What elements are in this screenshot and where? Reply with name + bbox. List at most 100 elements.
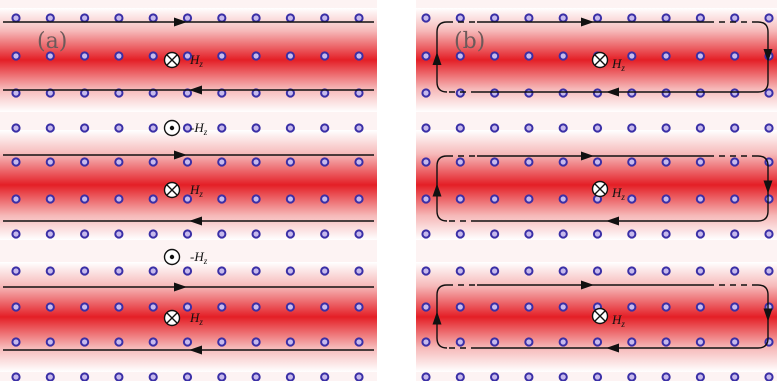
lattice-atom	[148, 302, 158, 312]
lattice-atom	[80, 194, 90, 204]
lattice-atom	[182, 372, 193, 381]
lattice-atom	[661, 266, 671, 276]
lattice-atom	[421, 337, 431, 347]
lattice-atom	[320, 51, 330, 61]
field-label: Hz	[189, 310, 203, 327]
lattice-atom	[11, 302, 21, 312]
lattice-atom	[421, 157, 431, 167]
lattice-atom	[558, 302, 568, 312]
lattice-atom	[524, 229, 534, 239]
lattice-atom	[558, 266, 568, 276]
lattice-atom	[661, 13, 671, 23]
lattice-atom	[421, 302, 431, 312]
lattice-atom	[285, 229, 295, 239]
lattice-atom	[627, 88, 637, 98]
lattice-atom	[114, 229, 124, 239]
arrow-down-icon	[763, 308, 773, 322]
lattice-atom	[695, 337, 706, 347]
lattice-atom	[182, 157, 193, 167]
lattice-atom	[320, 123, 330, 133]
lattice-atom	[764, 88, 774, 98]
lattice-atom	[558, 13, 568, 23]
lattice-atom	[421, 51, 431, 61]
lattice-atom	[80, 372, 90, 381]
lattice-atom	[11, 266, 21, 276]
field-label-subscript: z	[203, 256, 208, 266]
lattice-atom	[217, 13, 227, 23]
cross-mark	[594, 183, 606, 195]
cross-mark	[594, 54, 606, 66]
lattice-atom	[455, 337, 465, 347]
lattice-atom	[320, 302, 330, 312]
lattice-atom	[148, 229, 158, 239]
lattice-atom	[592, 88, 603, 98]
arrow-up-icon	[432, 183, 442, 197]
lattice-atom	[182, 337, 193, 347]
lattice-atom	[251, 157, 261, 167]
lattice-atom	[320, 157, 330, 167]
lattice-atom	[730, 51, 740, 61]
lattice-atom	[11, 123, 21, 133]
lattice-atom	[490, 88, 500, 98]
lattice-atom	[114, 266, 124, 276]
lattice-atom	[695, 157, 706, 167]
lattice-atom	[695, 194, 706, 204]
arrow-right-icon	[581, 151, 594, 161]
arrow-left-icon	[606, 343, 619, 353]
lattice-atom	[148, 372, 158, 381]
lattice-atom	[661, 51, 671, 61]
lattice-atom	[285, 157, 295, 167]
lattice-atom	[730, 194, 740, 204]
lattice-atom	[661, 229, 671, 239]
lattice-atom	[182, 13, 193, 23]
lattice-atom	[217, 266, 227, 276]
field-label-subscript: z	[620, 319, 625, 329]
lattice-atom	[285, 337, 295, 347]
lattice-atom	[421, 13, 431, 23]
lattice-atom	[455, 194, 465, 204]
lattice-atom	[80, 229, 90, 239]
lattice-atom	[251, 229, 261, 239]
lattice-atom	[251, 337, 261, 347]
lattice-atom	[354, 13, 364, 23]
lattice-atom	[661, 157, 671, 167]
lattice-atom	[80, 13, 90, 23]
field-label-subscript: z	[620, 192, 625, 202]
dot-mark	[169, 254, 175, 260]
lattice-atom	[455, 13, 465, 23]
lattice-atom	[114, 194, 124, 204]
lattice-atom	[45, 51, 55, 61]
field-label-main: H	[611, 185, 622, 200]
lattice-atom	[627, 194, 637, 204]
lattice-atom	[627, 123, 637, 133]
lattice-atom	[627, 337, 637, 347]
lattice-atom	[524, 123, 534, 133]
lattice-atom	[182, 266, 193, 276]
lattice-atom	[148, 337, 158, 347]
lattice-atom	[285, 302, 295, 312]
lattice-atom	[251, 372, 261, 381]
lattice-atom	[182, 302, 193, 312]
arrow-right-icon	[581, 17, 594, 27]
arrow-right-icon	[174, 17, 187, 27]
lattice-atom	[592, 266, 603, 276]
lattice-atom	[558, 123, 568, 133]
lattice-atom	[251, 194, 261, 204]
lattice-atom	[455, 51, 465, 61]
lattice-atom	[148, 51, 158, 61]
lattice-atom	[80, 302, 90, 312]
lattice-atom	[421, 123, 431, 133]
field-label-main: H	[611, 56, 622, 71]
lattice-atom	[11, 372, 21, 381]
field-label: Hz	[189, 52, 203, 69]
cross-mark	[594, 310, 606, 322]
lattice-atom	[730, 123, 740, 133]
lattice-atom	[45, 302, 55, 312]
lattice-atom	[730, 337, 740, 347]
lattice-atom	[421, 88, 431, 98]
lattice-atom	[80, 266, 90, 276]
lattice-atom	[524, 157, 534, 167]
lattice-atom	[354, 51, 364, 61]
lattice-atom	[627, 13, 637, 23]
lattice-atom	[217, 302, 227, 312]
